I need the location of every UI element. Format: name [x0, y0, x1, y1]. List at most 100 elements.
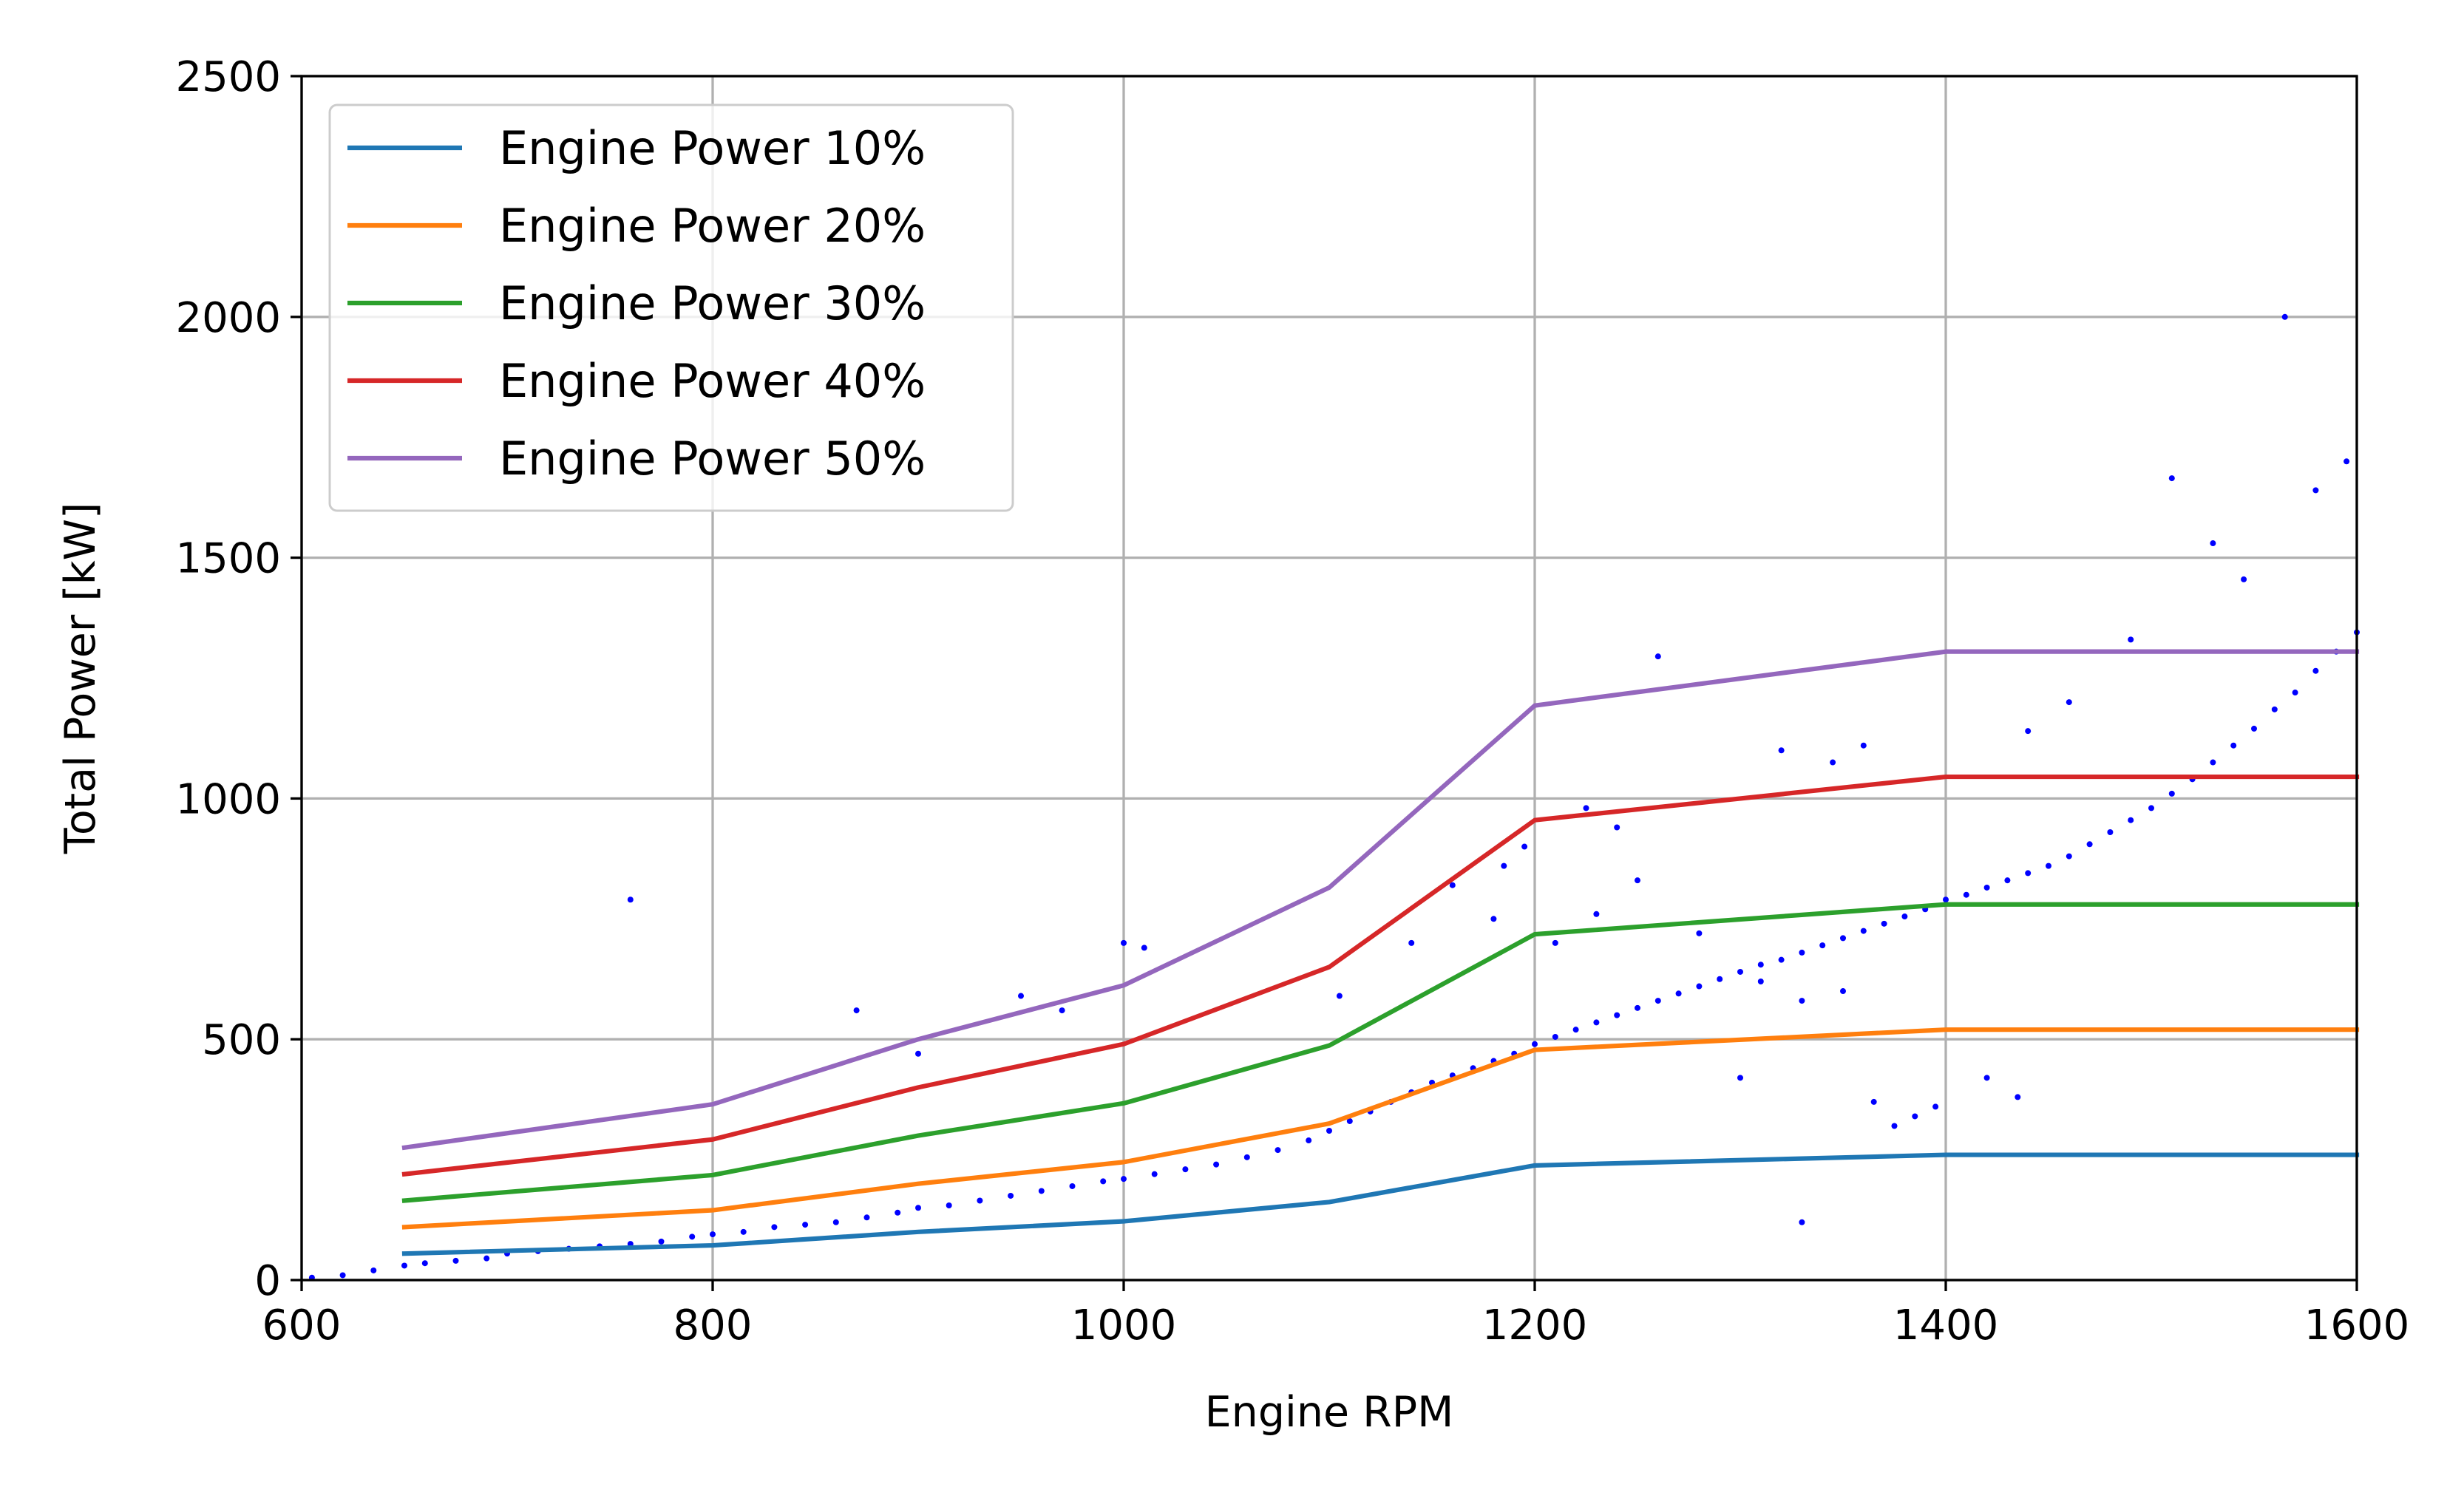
scatter-point — [2128, 817, 2134, 823]
scatter-point — [1275, 1147, 1281, 1154]
scatter-point — [1891, 1123, 1898, 1129]
scatter-point — [2281, 313, 2288, 320]
scatter-point — [1038, 1188, 1045, 1194]
scatter-point — [2312, 667, 2319, 674]
y-axis-label: Total Power [kW] — [56, 503, 105, 855]
scatter-point — [421, 1260, 428, 1267]
scatter-point — [1675, 990, 1682, 997]
scatter-point — [1840, 988, 1846, 995]
scatter-point — [1182, 1166, 1189, 1173]
scatter-point — [2004, 877, 2011, 884]
scatter-point — [2251, 725, 2257, 732]
scatter-point — [771, 1224, 778, 1231]
legend: Engine Power 10% Engine Power 20% Engine P… — [328, 103, 1014, 512]
scatter-point — [2046, 862, 2051, 869]
scatter-point — [2292, 690, 2298, 696]
scatter-point — [658, 1238, 665, 1245]
scatter-point — [1737, 1075, 1743, 1081]
scatter-point — [1306, 1137, 1312, 1144]
scatter-point — [1717, 976, 1723, 982]
scatter-point — [1932, 1103, 1939, 1110]
x-tick-label: 1400 — [1893, 1301, 1999, 1350]
legend-label: Engine Power 50% — [499, 432, 926, 486]
x-tick-label: 800 — [673, 1301, 753, 1350]
y-tick-label: 1000 — [175, 775, 281, 823]
scatter-point — [832, 1219, 839, 1225]
y-tick-label: 2500 — [175, 53, 281, 101]
scatter-point — [1830, 759, 1836, 766]
y-tick-label: 2000 — [175, 294, 281, 342]
scatter-point — [1490, 916, 1497, 922]
scatter-point — [1408, 939, 1415, 946]
scatter-point — [1141, 945, 1147, 951]
scatter-point — [1552, 1033, 1558, 1040]
scatter-point — [1614, 824, 1620, 831]
scatter-point — [1757, 979, 1764, 985]
scatter-point — [1963, 891, 1969, 898]
scatter-point — [2128, 636, 2134, 643]
scatter-point — [370, 1267, 377, 1273]
scatter-point — [1326, 1128, 1332, 1134]
scatter-point — [1901, 913, 1908, 920]
scatter-point — [915, 1050, 921, 1057]
axis-ticks: 600 800 1000 1200 1400 1600 0 500 1000 1500 2000 25… — [175, 53, 2409, 1350]
scatter-point — [1943, 896, 1949, 903]
scatter-point — [1654, 998, 1661, 1004]
scatter-point — [1213, 1161, 1220, 1168]
scatter-point — [2271, 706, 2278, 712]
scatter-point — [853, 1007, 860, 1014]
scatter-point — [1635, 877, 1640, 884]
scatter-point — [1983, 1075, 1990, 1081]
scatter-point — [1572, 1027, 1579, 1033]
scatter-point — [2025, 728, 2032, 735]
scatter-point — [863, 1214, 870, 1221]
scatter-point — [1778, 747, 1785, 754]
scatter-point — [915, 1205, 921, 1211]
scatter-point — [1860, 742, 1867, 749]
scatter-point — [483, 1255, 490, 1262]
scatter-point — [895, 1209, 901, 1216]
scatter-point — [1840, 935, 1846, 942]
scatter-point — [1532, 1041, 1538, 1047]
scatter-point — [1121, 939, 1127, 946]
scatter-point — [2107, 829, 2114, 836]
scatter-point — [2168, 475, 2175, 482]
scatter-point — [2312, 487, 2319, 494]
scatter-point — [1593, 1019, 1600, 1026]
scatter-point — [1614, 1012, 1620, 1018]
scatter-point — [401, 1262, 407, 1269]
scatter-point — [2015, 1094, 2021, 1100]
series-line — [401, 1027, 2360, 1230]
scatter-point — [452, 1257, 459, 1264]
scatter-point — [1336, 993, 1343, 999]
scatter-point — [977, 1197, 983, 1204]
scatter-point — [2086, 841, 2093, 848]
scatter-point — [1696, 930, 1703, 936]
scatter-point — [2168, 790, 2175, 797]
scatter-point — [627, 896, 634, 903]
scatter-point — [1552, 939, 1558, 946]
scatter-point — [1449, 882, 1456, 888]
scatter-point — [2148, 805, 2154, 811]
scatter-point — [1635, 1004, 1640, 1011]
scatter-point — [1799, 1219, 1805, 1225]
scatter-point — [2066, 699, 2072, 706]
scatter-point — [1737, 968, 1743, 975]
x-tick-label: 600 — [262, 1301, 342, 1350]
scatter-point — [2230, 742, 2237, 749]
scatter-point — [1069, 1183, 1076, 1189]
scatter-point — [1696, 983, 1703, 990]
y-tick-label: 0 — [254, 1257, 281, 1305]
series-line — [401, 774, 2360, 1177]
scatter-point — [1521, 843, 1528, 850]
scatter-point — [1654, 653, 1661, 660]
series-line — [401, 649, 2360, 1151]
scatter-point — [1346, 1117, 1353, 1124]
scatter-point — [710, 1231, 716, 1238]
legend-label: Engine Power 10% — [499, 121, 926, 175]
legend-label: Engine Power 30% — [499, 276, 926, 330]
scatter-point — [339, 1272, 346, 1279]
scatter-point — [1912, 1113, 1918, 1120]
scatter-point — [1757, 962, 1764, 968]
